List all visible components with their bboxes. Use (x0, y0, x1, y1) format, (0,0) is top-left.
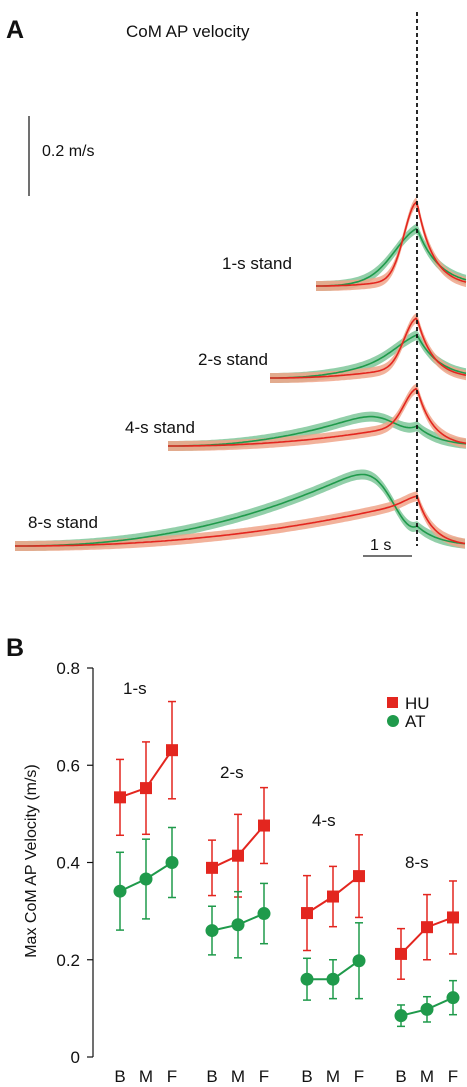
x-category-label: F (354, 1067, 364, 1086)
velocity-scale-label: 0.2 m/s (42, 143, 94, 160)
hu-trace-1 (316, 200, 467, 287)
legend-hu-marker (387, 697, 398, 708)
trace-label-4s: 4-s stand (125, 418, 195, 437)
at-point (139, 872, 153, 886)
at-point (352, 954, 366, 968)
at-point (420, 1002, 434, 1016)
at-point (113, 884, 127, 898)
hu-band-1 (316, 197, 466, 291)
x-category-label: F (448, 1067, 458, 1086)
legend: HU AT (387, 694, 430, 731)
y-tick-label: 0.6 (56, 756, 80, 775)
group-label-4s: 4-s (312, 811, 336, 830)
velocity-traces (15, 197, 467, 551)
trace-label-2s: 2-s stand (198, 350, 268, 369)
legend-hu-label: HU (405, 694, 430, 713)
x-category-label: B (301, 1067, 312, 1086)
panel-b-label: B (6, 634, 24, 662)
at-point (165, 856, 179, 869)
x-category-label: F (259, 1067, 269, 1086)
x-category-label: M (139, 1067, 153, 1086)
at-band-1 (316, 223, 466, 291)
legend-at-marker (387, 715, 399, 727)
x-category-label: F (167, 1067, 177, 1086)
hu-band-2 (270, 313, 466, 383)
y-axis-label: Max CoM AP Velocity (m/s) (23, 764, 40, 958)
panel-b-data (113, 700, 460, 1028)
x-category-label: B (114, 1067, 125, 1086)
y-tick-label: 0.4 (56, 854, 80, 873)
group-label-1s: 1-s (123, 679, 147, 698)
hu-trace-3 (168, 387, 467, 447)
y-tick-label: 0.8 (56, 659, 80, 678)
at-point (205, 924, 219, 938)
at-point (231, 918, 245, 932)
hu-point (421, 921, 433, 934)
hu-point (140, 782, 152, 795)
x-category-label: B (395, 1067, 406, 1086)
group-label-2s: 2-s (220, 763, 244, 782)
hu-point (258, 819, 270, 832)
y-tick-label: 0.2 (56, 951, 80, 970)
at-point (394, 1009, 408, 1023)
at-trace-4 (15, 473, 466, 547)
group-labels: 1-s 2-s 4-s 8-s (123, 679, 429, 872)
panel-a-title: CoM AP velocity (126, 22, 250, 41)
trace-label-8s: 8-s stand (28, 513, 98, 532)
group-label-8s: 8-s (405, 853, 429, 872)
x-category-label: M (231, 1067, 245, 1086)
panel-a-label: A (6, 16, 24, 44)
at-point (446, 991, 460, 1005)
at-point (257, 907, 271, 921)
trace-labels: 1-s stand 2-s stand 4-s stand 8-s stand (28, 254, 292, 532)
hu-trace-4 (15, 495, 466, 547)
x-category-label: M (420, 1067, 434, 1086)
legend-at-label: AT (405, 712, 425, 731)
time-scale-label: 1 s (370, 537, 391, 554)
hu-point (327, 890, 339, 903)
at-point (300, 972, 314, 986)
trace-label-1s: 1-s stand (222, 254, 292, 273)
hu-point (395, 947, 407, 960)
hu-point (447, 911, 459, 924)
hu-point (353, 870, 365, 883)
hu-point (301, 907, 313, 920)
x-category-label: M (326, 1067, 340, 1086)
y-ticks: 0 0.2 0.4 0.6 0.8 (56, 659, 93, 1067)
hu-point (206, 861, 218, 874)
hu-trace-2 (270, 317, 467, 379)
x-category-label: B (206, 1067, 217, 1086)
hu-band-3 (168, 383, 466, 451)
y-tick-label: 0 (71, 1048, 80, 1067)
hu-point (232, 849, 244, 862)
hu-point (114, 791, 126, 804)
hu-point (166, 744, 178, 757)
at-point (326, 972, 340, 986)
